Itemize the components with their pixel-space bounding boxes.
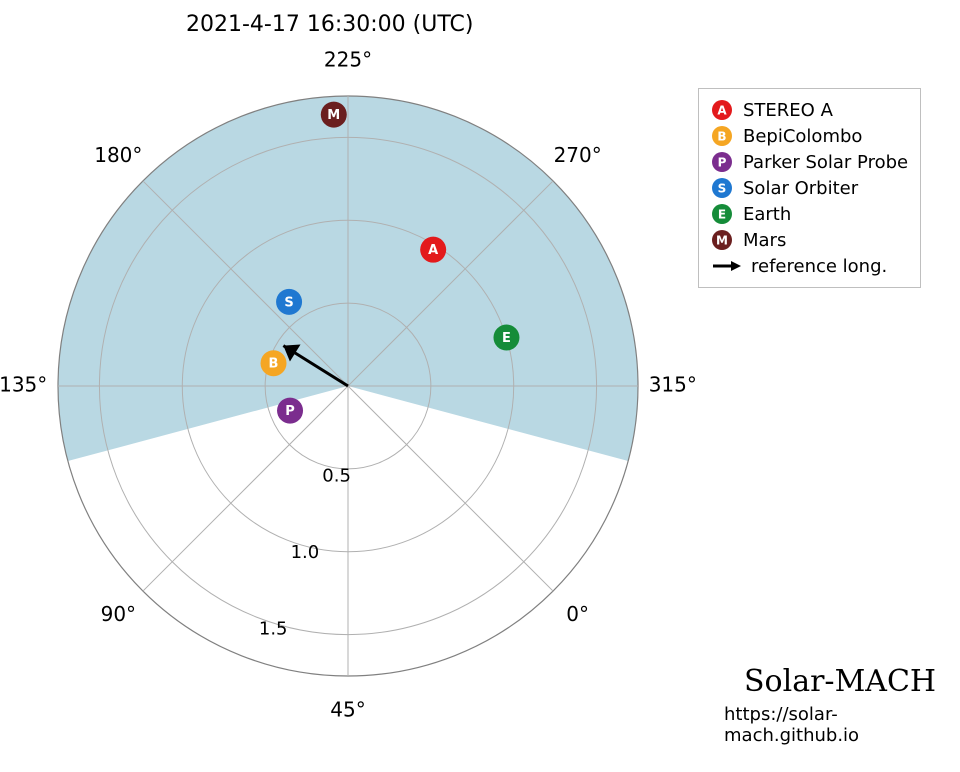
r-tick-label: 0.5 [322,465,351,486]
legend-row: S Solar Orbiter [711,175,908,201]
body-marker-label-e: E [502,331,511,346]
legend: A STEREO A B BepiColombo P Parker Solar … [698,88,921,288]
theta-tick-label: 135° [0,373,47,397]
legend-label: Earth [743,204,791,225]
theta-tick-label: 0° [566,602,589,626]
svg-text:B: B [717,130,726,144]
body-marker-label-m: M [327,108,340,123]
body-marker-label-s: S [284,295,293,310]
legend-marker-icon: A [711,99,733,121]
svg-text:E: E [718,208,726,222]
legend-row: reference long. [711,253,908,279]
theta-tick-label: 270° [554,143,602,167]
legend-label: Mars [743,230,786,251]
svg-text:M: M [716,234,728,248]
theta-tick-label: 90° [101,602,136,626]
r-tick-label: 1.5 [259,618,288,639]
legend-row: A STEREO A [711,97,908,123]
theta-tick-label: 45° [330,697,365,721]
solar-mach-figure: 2021-4-17 16:30:00 (UTC) 0°45°90°135°180… [0,0,960,772]
r-tick-label: 1.0 [291,542,320,563]
svg-text:A: A [717,104,727,118]
legend-marker-icon: B [711,125,733,147]
legend-label: Solar Orbiter [743,178,858,199]
svg-text:P: P [718,156,727,170]
theta-tick-label: 225° [324,48,372,72]
legend-marker-icon: M [711,229,733,251]
legend-row: B BepiColombo [711,123,908,149]
legend-row: E Earth [711,201,908,227]
legend-label: reference long. [751,256,887,277]
body-marker-label-b: B [269,357,279,372]
legend-marker-icon: S [711,177,733,199]
legend-row: M Mars [711,227,908,253]
legend-label: Parker Solar Probe [743,152,908,173]
legend-arrow-icon [711,255,741,277]
legend-label: BepiColombo [743,126,862,147]
svg-text:S: S [718,182,727,196]
theta-tick-label: 315° [649,373,697,397]
legend-marker-icon: E [711,203,733,225]
legend-row: P Parker Solar Probe [711,149,908,175]
body-marker-label-a: A [428,243,438,258]
brand-label: Solar-MACH [744,664,936,699]
body-marker-label-p: P [285,404,295,419]
legend-label: STEREO A [743,100,833,121]
legend-marker-icon: P [711,151,733,173]
theta-tick-label: 180° [94,143,142,167]
brand-url: https://solar-mach.github.io [724,704,960,746]
